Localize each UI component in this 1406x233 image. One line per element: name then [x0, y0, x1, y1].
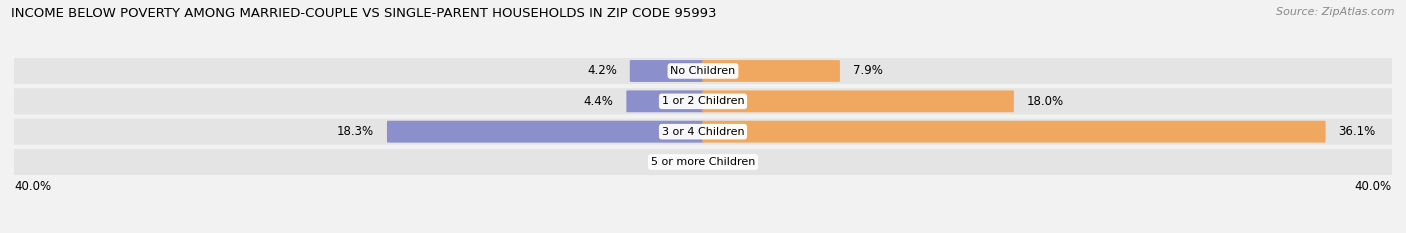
Text: 3 or 4 Children: 3 or 4 Children — [662, 127, 744, 137]
Text: 40.0%: 40.0% — [1355, 180, 1392, 193]
Text: 4.4%: 4.4% — [583, 95, 613, 108]
FancyBboxPatch shape — [13, 58, 1393, 84]
Text: 36.1%: 36.1% — [1339, 125, 1376, 138]
FancyBboxPatch shape — [13, 119, 1393, 145]
Text: Source: ZipAtlas.com: Source: ZipAtlas.com — [1277, 7, 1395, 17]
Text: 18.0%: 18.0% — [1026, 95, 1064, 108]
Text: 1 or 2 Children: 1 or 2 Children — [662, 96, 744, 106]
FancyBboxPatch shape — [702, 90, 1014, 112]
FancyBboxPatch shape — [387, 121, 704, 143]
Text: 0.0%: 0.0% — [720, 155, 749, 168]
Text: 40.0%: 40.0% — [14, 180, 51, 193]
Text: 4.2%: 4.2% — [588, 65, 617, 78]
Text: 5 or more Children: 5 or more Children — [651, 157, 755, 167]
Text: INCOME BELOW POVERTY AMONG MARRIED-COUPLE VS SINGLE-PARENT HOUSEHOLDS IN ZIP COD: INCOME BELOW POVERTY AMONG MARRIED-COUPL… — [11, 7, 717, 20]
FancyBboxPatch shape — [13, 88, 1393, 114]
Text: No Children: No Children — [671, 66, 735, 76]
Text: 18.3%: 18.3% — [337, 125, 374, 138]
FancyBboxPatch shape — [13, 149, 1393, 175]
FancyBboxPatch shape — [702, 60, 839, 82]
Text: 0.0%: 0.0% — [657, 155, 686, 168]
FancyBboxPatch shape — [630, 60, 704, 82]
Text: 7.9%: 7.9% — [853, 65, 883, 78]
FancyBboxPatch shape — [626, 90, 704, 112]
FancyBboxPatch shape — [702, 121, 1326, 143]
